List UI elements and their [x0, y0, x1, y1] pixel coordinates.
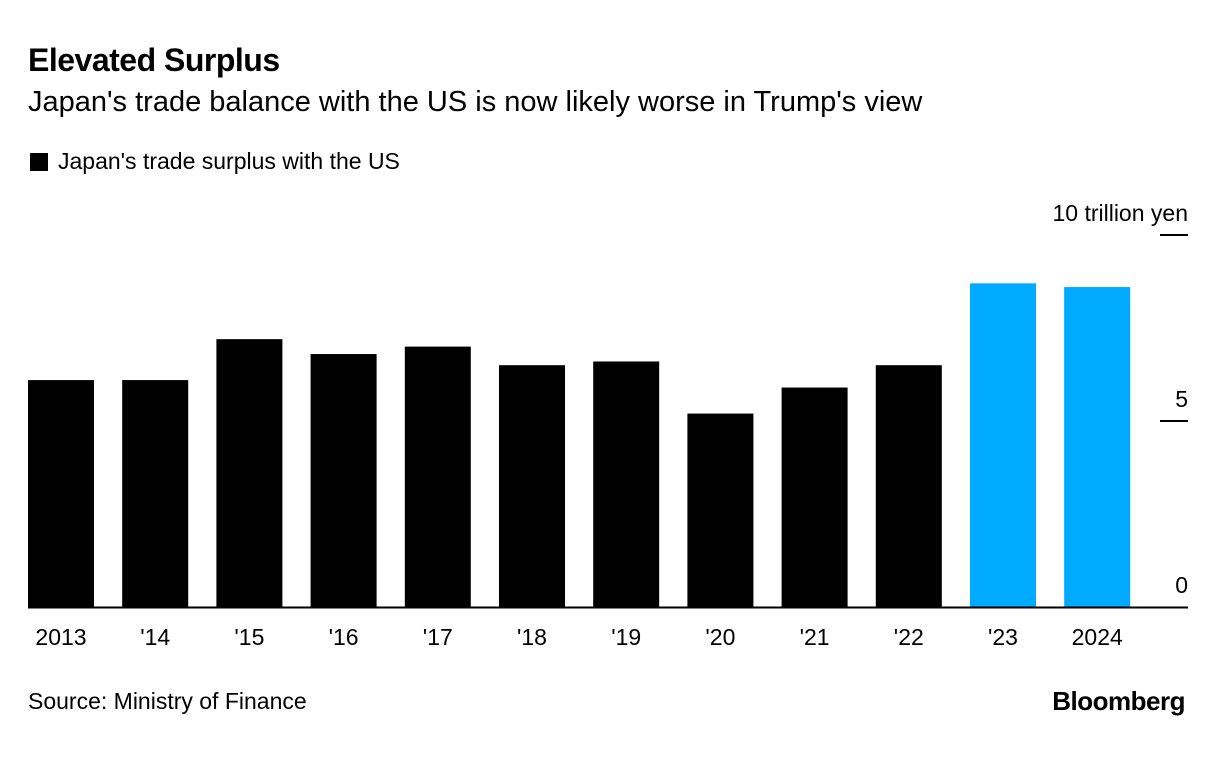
bar-6 — [593, 361, 660, 607]
bar-11 — [1064, 287, 1131, 607]
chart-subtitle: Japan's trade balance with the US is now… — [28, 86, 923, 118]
bar-4 — [404, 346, 471, 607]
y-tick-label: 5 — [1175, 386, 1188, 412]
x-tick-label: '15 — [234, 624, 264, 650]
bar-1 — [122, 380, 189, 607]
x-tick-label: '20 — [705, 624, 735, 650]
bar-5 — [499, 365, 565, 607]
legend-label: Japan's trade surplus with the US — [58, 148, 400, 174]
bar-0 — [28, 380, 94, 607]
bar-10 — [970, 283, 1036, 607]
bar-2 — [216, 339, 283, 607]
bar-3 — [310, 354, 377, 607]
legend: Japan's trade surplus with the US — [30, 148, 400, 175]
x-tick-label: '21 — [800, 624, 830, 650]
legend-swatch — [30, 152, 48, 171]
y-tick-label: 0 — [1175, 572, 1188, 598]
x-tick-label: '23 — [988, 624, 1018, 650]
x-tick-label: '19 — [611, 624, 641, 650]
x-tick-label: '14 — [140, 624, 170, 650]
y-tick-label: 10 trillion yen — [1052, 200, 1188, 226]
x-tick-label: 2013 — [35, 624, 86, 650]
x-tick-label: '22 — [894, 624, 924, 650]
bar-8 — [781, 387, 848, 607]
bloomberg-logo: Bloomberg — [1052, 686, 1185, 716]
bar-9 — [875, 365, 942, 607]
source-note: Source: Ministry of Finance — [28, 688, 307, 714]
x-tick-label: '16 — [329, 624, 359, 650]
x-tick-label: '17 — [423, 624, 453, 650]
x-tick-label: 2024 — [1072, 624, 1123, 650]
x-tick-label: '18 — [517, 624, 547, 650]
bar-7 — [687, 413, 754, 607]
chart-title: Elevated Surplus — [28, 42, 280, 78]
